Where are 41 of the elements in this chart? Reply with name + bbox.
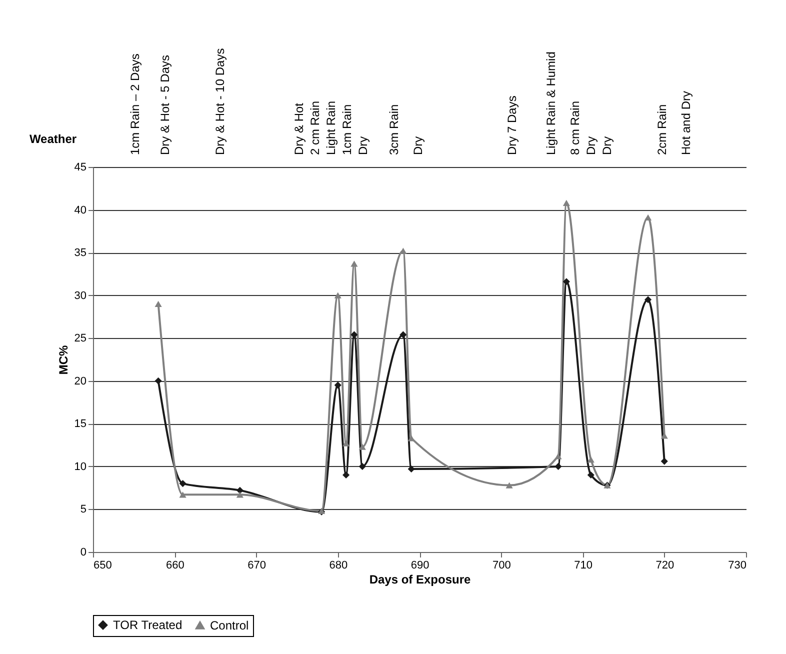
y-tick-label: 35 xyxy=(74,247,86,260)
text: Weather xyxy=(29,132,77,146)
text: Dry & Hot xyxy=(292,102,306,155)
y-tick-label: 40 xyxy=(74,204,86,216)
y-tick-label: 20 xyxy=(74,375,86,388)
text: 2cm Rain xyxy=(655,104,669,155)
y-tick-label: 25 xyxy=(74,332,86,345)
text: Hot and Dry xyxy=(679,90,693,155)
text: Dry 7 Days xyxy=(505,96,519,155)
text: 3cm Rain xyxy=(387,104,401,155)
x-tick-label: 660 xyxy=(166,560,184,572)
x-axis-title: Days of Exposure xyxy=(369,572,472,586)
text: 1cm Rain xyxy=(340,104,354,155)
text: Light Rain xyxy=(324,100,338,155)
x-tick-label: 690 xyxy=(410,560,430,572)
y-axis-title: MC% xyxy=(56,345,70,375)
text: Dry xyxy=(600,136,614,155)
y-tick-label: 45 xyxy=(74,162,86,174)
text: Dry xyxy=(411,136,425,155)
text: Dry xyxy=(584,136,598,155)
y-tick-label: 5 xyxy=(80,504,86,516)
x-tick-label: 700 xyxy=(492,560,511,572)
y-tick-label: 30 xyxy=(74,290,86,302)
x-tick-label: 680 xyxy=(329,560,348,572)
legend-label: Control xyxy=(210,618,249,632)
legend-label: TOR Treated xyxy=(113,618,182,632)
x-tick-label: 710 xyxy=(574,560,592,572)
x-tick-label: 670 xyxy=(248,560,266,572)
y-tick-label: 0 xyxy=(80,546,86,558)
text: 8 cm Rain xyxy=(568,100,582,155)
x-tick-label: 730 xyxy=(728,560,746,572)
text: 1cm Rain – 2 Days xyxy=(128,54,142,155)
x-tick-label: 650 xyxy=(94,560,112,572)
text: 2 cm Rain xyxy=(308,100,322,155)
x-tick-label: 720 xyxy=(656,560,674,572)
y-tick-label: 15 xyxy=(74,418,86,430)
text: Dry & Hot - 10 Days xyxy=(213,48,227,155)
text: Light Rain & Humid xyxy=(544,52,558,155)
y-tick-label: 10 xyxy=(74,460,86,473)
text: Dry & Hot - 5 Days xyxy=(158,54,172,155)
text: Dry xyxy=(356,136,370,155)
